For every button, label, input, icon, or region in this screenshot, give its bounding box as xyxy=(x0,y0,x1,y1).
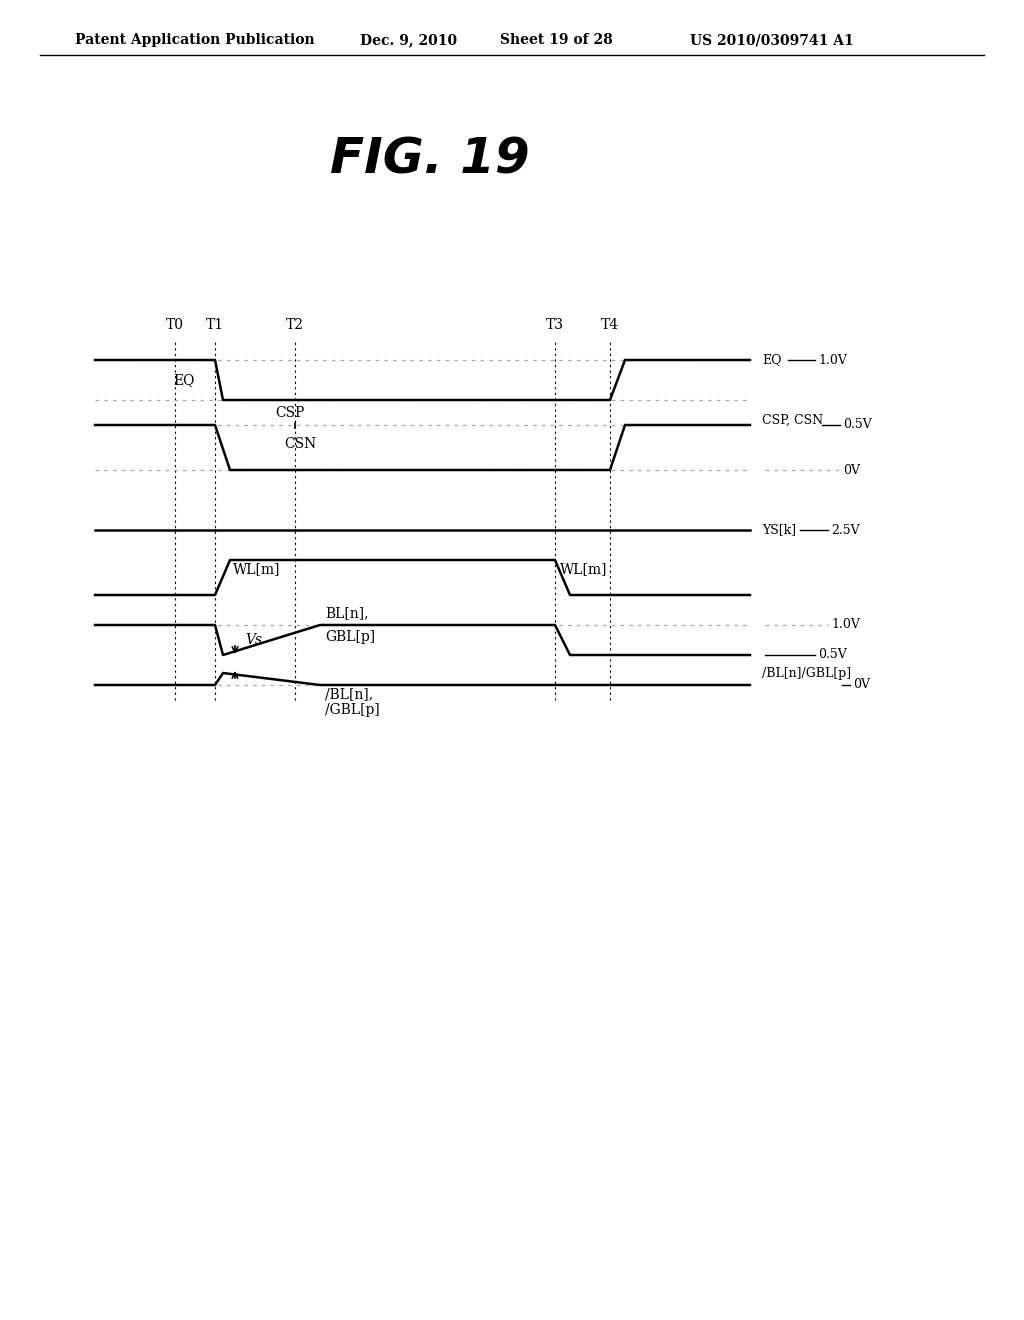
Text: /BL[n]/GBL[p]: /BL[n]/GBL[p] xyxy=(762,667,851,680)
Text: CSP: CSP xyxy=(275,407,305,420)
Text: T3: T3 xyxy=(546,318,564,333)
Text: 0.5V: 0.5V xyxy=(843,418,871,432)
Text: 0V: 0V xyxy=(843,463,860,477)
Text: T4: T4 xyxy=(601,318,620,333)
Text: BL[n],: BL[n], xyxy=(325,606,369,620)
Text: Vs: Vs xyxy=(245,634,262,647)
Text: 1.0V: 1.0V xyxy=(818,354,847,367)
Text: T0: T0 xyxy=(166,318,184,333)
Text: T1: T1 xyxy=(206,318,224,333)
Text: EQ: EQ xyxy=(174,374,195,387)
Text: 0V: 0V xyxy=(853,678,870,692)
Text: Sheet 19 of 28: Sheet 19 of 28 xyxy=(500,33,612,48)
Text: T2: T2 xyxy=(286,318,304,333)
Text: 2.5V: 2.5V xyxy=(831,524,859,536)
Text: 1.0V: 1.0V xyxy=(831,619,860,631)
Text: WL[m]: WL[m] xyxy=(233,562,281,576)
Text: /BL[n],: /BL[n], xyxy=(325,686,373,701)
Text: GBL[p]: GBL[p] xyxy=(325,630,375,644)
Text: US 2010/0309741 A1: US 2010/0309741 A1 xyxy=(690,33,854,48)
Text: YS[k]: YS[k] xyxy=(762,524,796,536)
Text: EQ: EQ xyxy=(762,354,781,367)
Text: /GBL[p]: /GBL[p] xyxy=(325,704,380,717)
Text: 0.5V: 0.5V xyxy=(818,648,847,661)
Text: CSN: CSN xyxy=(284,437,316,451)
Text: FIG. 19: FIG. 19 xyxy=(330,136,529,183)
Text: CSP, CSN: CSP, CSN xyxy=(762,413,823,426)
Text: WL[m]: WL[m] xyxy=(560,562,607,576)
Text: Patent Application Publication: Patent Application Publication xyxy=(75,33,314,48)
Text: Dec. 9, 2010: Dec. 9, 2010 xyxy=(360,33,457,48)
